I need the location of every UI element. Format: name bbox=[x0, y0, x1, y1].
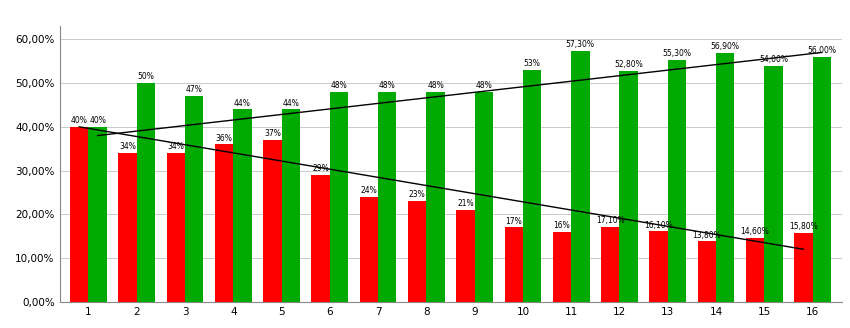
Bar bbox=[330, 92, 348, 302]
Text: 40%: 40% bbox=[71, 116, 88, 125]
Text: 21%: 21% bbox=[457, 199, 473, 208]
Text: 56,00%: 56,00% bbox=[808, 46, 836, 55]
Text: 34%: 34% bbox=[119, 142, 136, 151]
Bar bbox=[281, 109, 300, 302]
Bar bbox=[716, 53, 734, 302]
Text: 37%: 37% bbox=[264, 129, 281, 138]
Text: 52,80%: 52,80% bbox=[615, 60, 643, 69]
Text: 57,30%: 57,30% bbox=[566, 40, 595, 50]
Text: 44%: 44% bbox=[282, 99, 299, 108]
Bar bbox=[698, 241, 716, 302]
Text: 55,30%: 55,30% bbox=[662, 49, 691, 58]
Bar bbox=[427, 92, 445, 302]
Bar bbox=[215, 144, 233, 302]
Text: 24%: 24% bbox=[360, 186, 377, 195]
Bar bbox=[360, 197, 378, 302]
Text: 56,90%: 56,90% bbox=[711, 42, 740, 51]
Bar bbox=[649, 231, 668, 302]
Text: 44%: 44% bbox=[234, 99, 251, 108]
Text: 40%: 40% bbox=[89, 116, 106, 125]
Bar bbox=[185, 96, 203, 302]
Text: 48%: 48% bbox=[331, 81, 348, 90]
Bar bbox=[167, 153, 185, 302]
Text: 13,80%: 13,80% bbox=[693, 231, 721, 240]
Bar bbox=[601, 227, 620, 302]
Text: 16%: 16% bbox=[553, 221, 570, 230]
Text: 17%: 17% bbox=[506, 217, 522, 226]
Bar bbox=[505, 227, 523, 302]
Bar bbox=[456, 210, 474, 302]
Bar bbox=[764, 66, 783, 302]
Bar bbox=[88, 127, 107, 302]
Bar bbox=[118, 153, 137, 302]
Text: 16,10%: 16,10% bbox=[644, 221, 673, 230]
Bar bbox=[552, 232, 571, 302]
Bar bbox=[523, 70, 541, 302]
Bar bbox=[311, 175, 330, 302]
Text: 48%: 48% bbox=[428, 81, 444, 90]
Bar bbox=[70, 127, 88, 302]
Bar bbox=[620, 71, 638, 302]
Bar bbox=[668, 60, 686, 302]
Text: 23%: 23% bbox=[409, 191, 426, 199]
Text: 47%: 47% bbox=[186, 86, 202, 94]
Text: 48%: 48% bbox=[475, 81, 492, 90]
Text: 36%: 36% bbox=[216, 133, 233, 143]
Bar bbox=[137, 83, 155, 302]
Bar bbox=[746, 238, 764, 302]
Text: 34%: 34% bbox=[167, 142, 184, 151]
Bar bbox=[571, 51, 590, 302]
Text: 29%: 29% bbox=[312, 164, 329, 173]
Text: 15,80%: 15,80% bbox=[789, 222, 818, 231]
Bar bbox=[233, 109, 252, 302]
Text: 48%: 48% bbox=[379, 81, 395, 90]
Bar bbox=[378, 92, 396, 302]
Text: 17,10%: 17,10% bbox=[596, 216, 625, 225]
Text: 54,00%: 54,00% bbox=[759, 55, 788, 64]
Text: 14,60%: 14,60% bbox=[740, 227, 769, 236]
Text: 50%: 50% bbox=[138, 72, 155, 81]
Text: 53%: 53% bbox=[524, 59, 541, 68]
Bar bbox=[408, 201, 427, 302]
Bar bbox=[474, 92, 493, 302]
Bar bbox=[794, 233, 813, 302]
Bar bbox=[813, 57, 831, 302]
Bar bbox=[264, 140, 281, 302]
